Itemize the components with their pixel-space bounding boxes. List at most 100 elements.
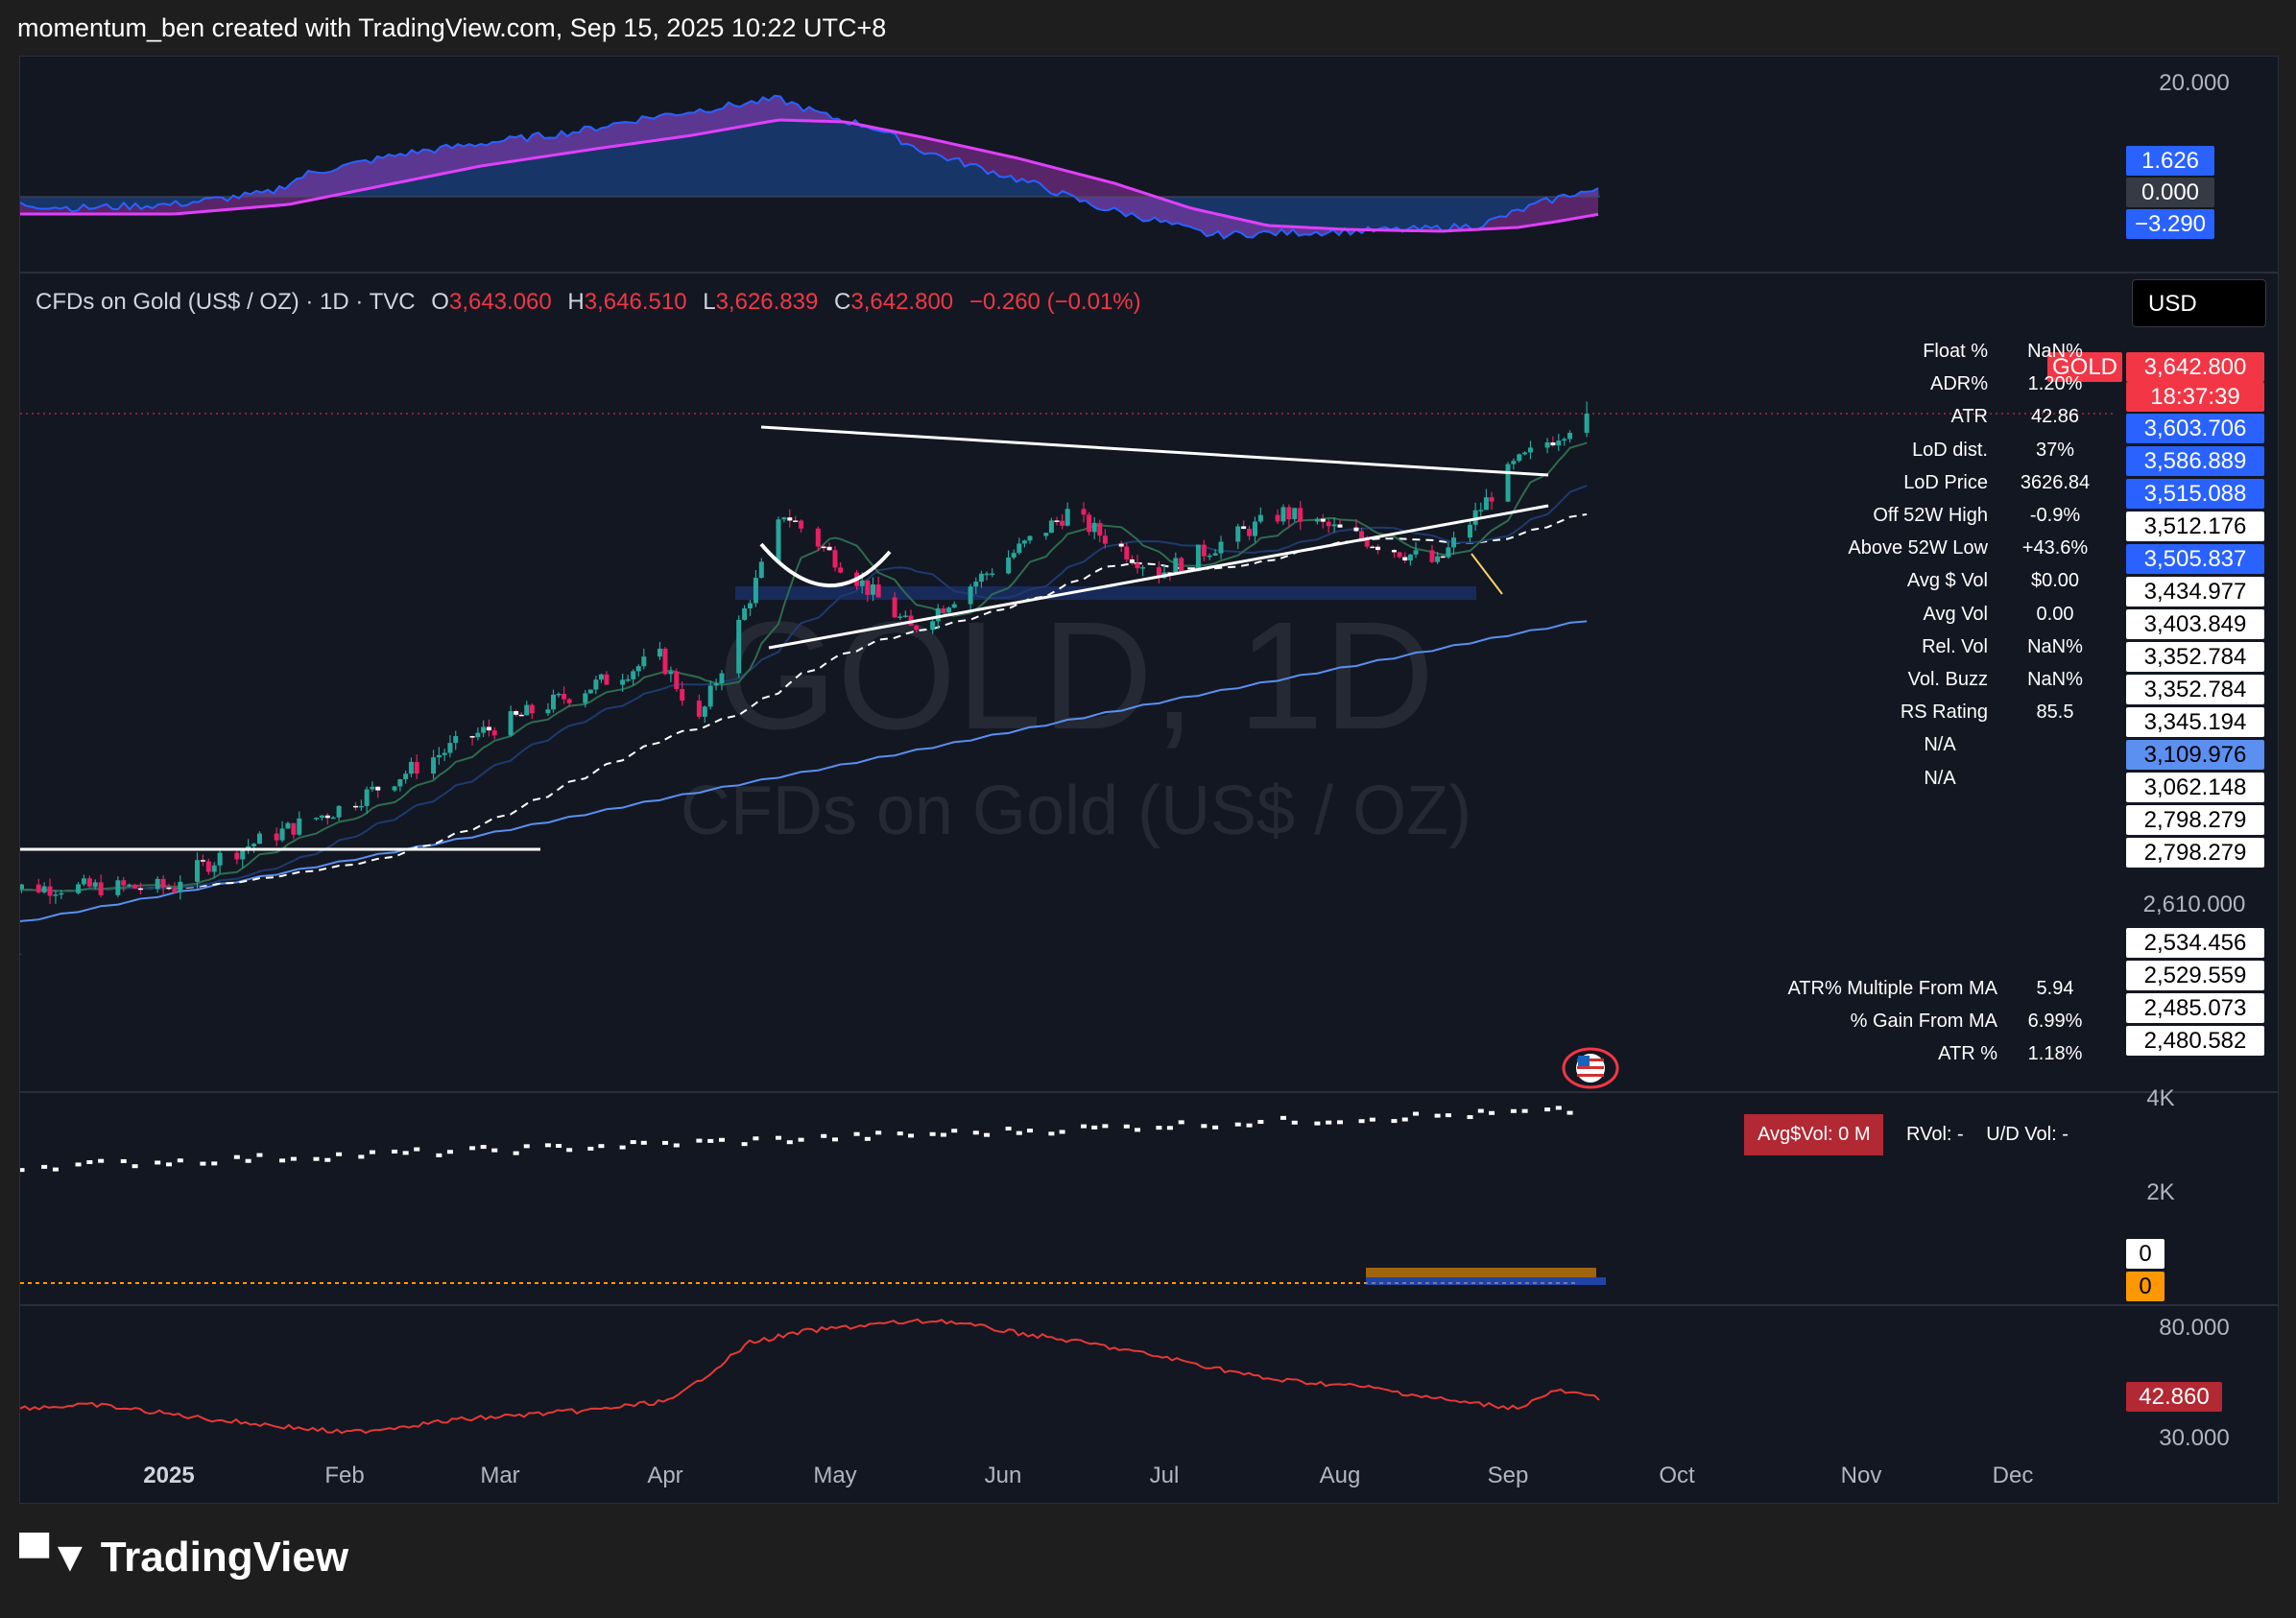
annotation-arrow <box>1471 553 1503 595</box>
candle-body <box>246 845 251 849</box>
candle-body <box>1446 547 1451 558</box>
candle-body <box>115 880 121 895</box>
candle-body <box>297 818 302 835</box>
candle-body <box>279 828 285 841</box>
volume-dot <box>853 1131 860 1136</box>
candle-body <box>758 561 764 579</box>
candle-body <box>1006 557 1012 574</box>
candle-body <box>941 607 946 613</box>
candle-body <box>674 671 680 690</box>
candle-body <box>469 736 475 738</box>
price-level-tag: 3,109.976 <box>2126 740 2264 770</box>
candle-body <box>53 894 59 896</box>
volume-dot <box>1567 1110 1573 1115</box>
volume-dot <box>619 1145 626 1150</box>
volume-dot <box>821 1133 827 1138</box>
volume-dot <box>929 1131 936 1136</box>
candle-body <box>442 752 447 755</box>
candle-body <box>1440 556 1446 559</box>
candle-body <box>1584 414 1590 434</box>
candle-body <box>491 730 497 736</box>
volume-dot <box>402 1151 409 1155</box>
candle-body <box>172 888 178 892</box>
tradingview-logo[interactable]: ▀▼ TradingView <box>19 1534 348 1582</box>
volume-dot <box>673 1143 680 1148</box>
candle-body <box>875 583 881 598</box>
lower-level-tag: 2,534.456 <box>2126 928 2264 958</box>
stats-label: Vol. Buzz <box>1907 669 1988 690</box>
volume-dot <box>177 1158 183 1163</box>
price-level-tag: 3,403.849 <box>2126 609 2264 639</box>
candle-body <box>20 884 25 890</box>
volume-dot <box>132 1164 138 1169</box>
stats-value: 85.5 <box>2036 702 2074 724</box>
volume-dot <box>1156 1126 1162 1130</box>
time-axis-label: Jul <box>1149 1463 1180 1488</box>
candle-body <box>1043 533 1049 536</box>
volume-dot <box>1123 1124 1130 1129</box>
candle-body <box>370 786 375 790</box>
candle-body <box>550 694 556 710</box>
stats-value: NaN% <box>2027 635 2083 657</box>
candle-body <box>375 786 381 791</box>
volume-dot <box>1489 1110 1495 1115</box>
candle-body <box>946 607 952 613</box>
volume-dot <box>984 1132 991 1137</box>
candle-body <box>240 848 246 860</box>
volume-dot <box>1166 1126 1173 1130</box>
candle-body <box>1472 510 1478 525</box>
candle-body <box>1522 452 1528 455</box>
candle-body <box>1314 518 1320 522</box>
currency-button[interactable]: USD <box>2132 279 2266 327</box>
candle-body <box>98 882 104 895</box>
stats-label: N/A <box>1924 767 1956 789</box>
candle-body <box>132 884 138 889</box>
lower-level-tag: 2,529.559 <box>2126 961 2264 990</box>
candle-body <box>205 861 211 872</box>
panel-divider[interactable] <box>20 1091 2278 1093</box>
candle-body <box>748 603 753 608</box>
price-level-tag: 2,798.279 <box>2126 838 2264 868</box>
candle-body <box>1247 529 1253 536</box>
chart-canvas[interactable]: GOLD, 1D CFDs on Gold (US$ / OZ) <box>20 57 2278 1503</box>
candle-body <box>1505 464 1511 502</box>
candle-body <box>1429 550 1435 562</box>
volume-dot <box>640 1140 647 1145</box>
candle-body <box>1407 554 1413 561</box>
candle-body <box>1402 557 1408 561</box>
price-level-tag: 3,352.784 <box>2126 675 2264 704</box>
volume-dot <box>1314 1121 1321 1126</box>
candle-body <box>274 833 279 841</box>
candle-body <box>155 878 160 890</box>
candle-body <box>1478 510 1484 512</box>
volume-dot <box>556 1144 562 1149</box>
triangle-upper-line <box>760 425 1549 477</box>
candle-body <box>1241 526 1247 530</box>
volume-dot <box>1091 1125 1098 1130</box>
volume-dot <box>832 1137 838 1142</box>
atr-table-value: 1.18% <box>2027 1043 2083 1064</box>
candle-body <box>1011 553 1016 558</box>
candle-body <box>1489 497 1495 502</box>
volume-marker-orange <box>1366 1268 1596 1277</box>
panel-divider[interactable] <box>20 272 2278 274</box>
candle-body <box>1218 541 1224 554</box>
candle-body <box>935 607 941 622</box>
chart-area[interactable]: GOLD, 1D CFDs on Gold (US$ / OZ) CFDs on… <box>19 56 2279 1504</box>
attribution-header: momentum_ben created with TradingView.co… <box>17 13 887 42</box>
candle-body <box>1331 524 1337 527</box>
osc-area <box>20 95 1600 239</box>
volume-dot <box>707 1138 714 1143</box>
change-value: −0.260 (−0.01%) <box>969 289 1141 315</box>
symbol-name[interactable]: CFDs on Gold (US$ / OZ) · 1D · TVC <box>36 289 416 315</box>
us-flag-icon[interactable] <box>1562 1047 1619 1089</box>
volume-dot <box>414 1147 420 1152</box>
volume-dot <box>120 1158 127 1163</box>
tv-logo-icon: ▀▼ <box>19 1534 91 1581</box>
stats-label: RS Rating <box>1900 702 1988 724</box>
volume-dot <box>696 1138 703 1143</box>
volume-dot <box>1059 1130 1065 1134</box>
panel-divider[interactable] <box>20 1304 2278 1306</box>
candle-body <box>518 714 524 717</box>
osc-tag-lower: −3.290 <box>2126 209 2214 239</box>
